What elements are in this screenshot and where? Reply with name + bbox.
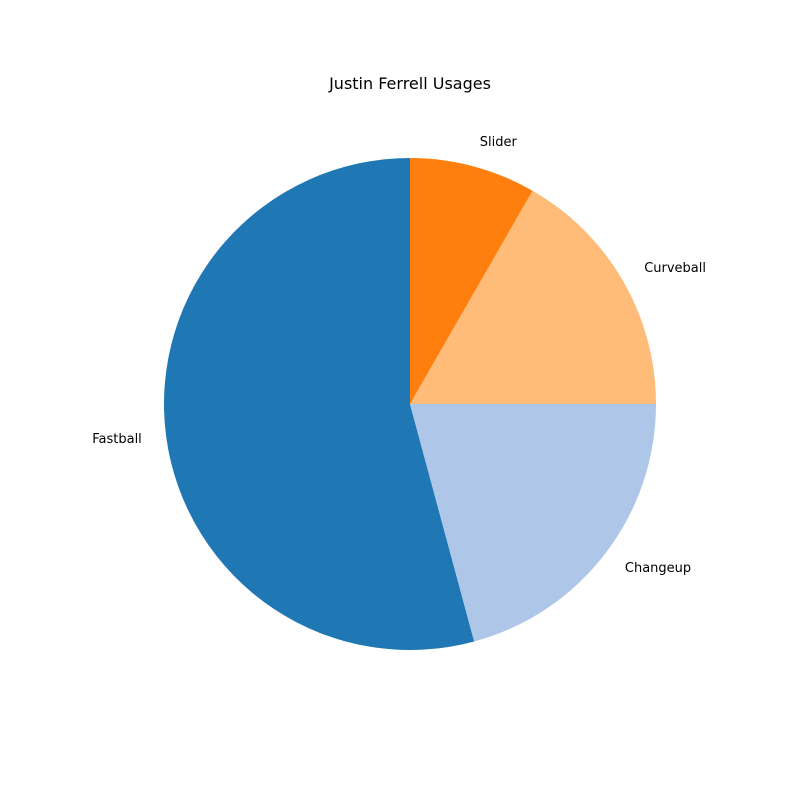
pie-label-slider: Slider [480, 135, 518, 150]
pie-label-curveball: Curveball [644, 261, 706, 276]
pie-label-changeup: Changeup [625, 561, 691, 576]
pie-slice-slider [410, 158, 533, 404]
pie-slice-fastball [163, 158, 475, 650]
chart-title: Justin Ferrell Usages [328, 74, 491, 93]
pie-slices [163, 158, 656, 650]
pie-label-fastball: Fastball [92, 432, 142, 447]
pie-slice-changeup [410, 404, 656, 642]
pie-labels: Fastball Changeup Curveball Slider [92, 135, 706, 576]
pie-slice-curveball [410, 190, 656, 404]
